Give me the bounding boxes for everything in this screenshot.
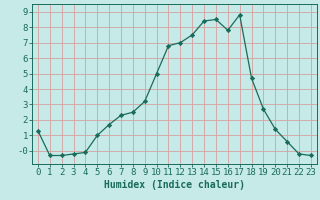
X-axis label: Humidex (Indice chaleur): Humidex (Indice chaleur) — [104, 180, 245, 190]
